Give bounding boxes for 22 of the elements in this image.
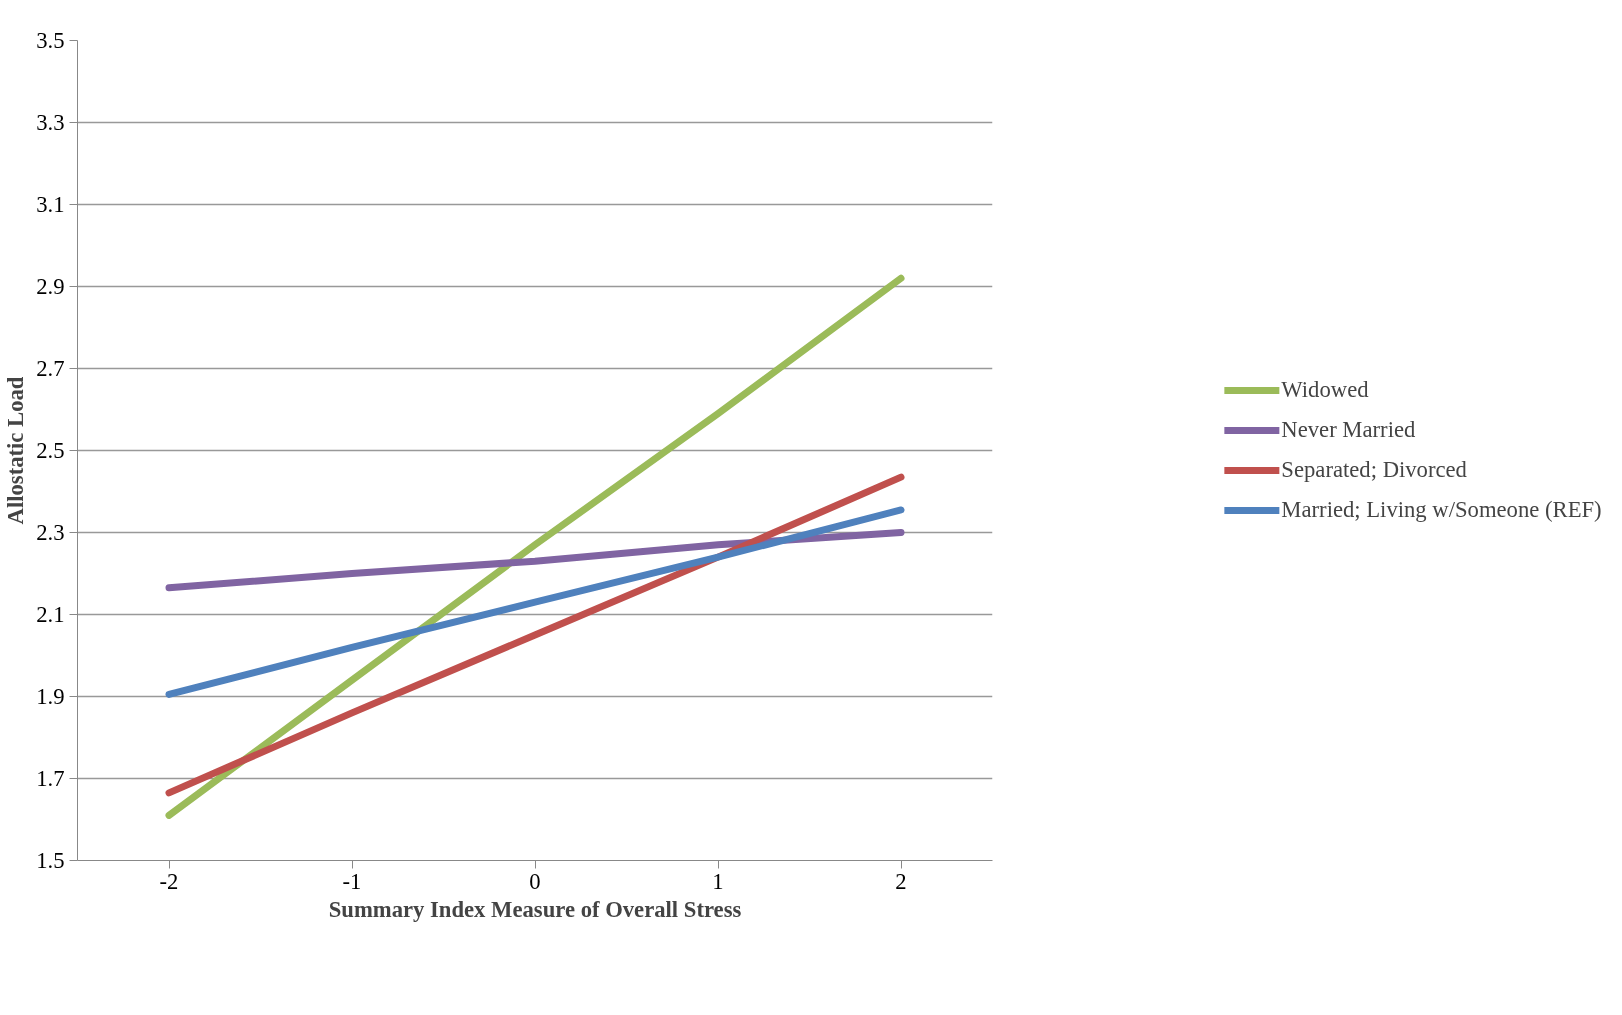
y-tick-label: 2.9 [36,274,65,299]
x-axis-title: Summary Index Measure of Overall Stress [328,896,742,922]
y-tick-label: 2.1 [36,602,65,627]
y-tick-label: 1.7 [36,766,65,791]
y-tick-label: 1.5 [36,848,65,873]
y-axis-title: Allostatic Load [3,376,29,525]
y-tick-label: 2.5 [36,438,65,463]
legend-label: Never Married [1281,417,1416,443]
x-tick-label: -1 [342,868,362,894]
y-tick-label: 3.1 [36,192,65,217]
y-tick-label: 3.5 [36,28,65,53]
y-tick-label: 3.3 [36,110,65,135]
y-tick-label: 2.3 [36,520,65,545]
legend-label: Separated; Divorced [1281,457,1467,483]
x-tick-label: 2 [895,868,907,894]
x-tick-label: 1 [712,868,724,894]
x-tick-label: 0 [529,868,541,894]
legend-label: Married; Living w/Someone (REF) [1281,497,1602,523]
y-tick-label: 1.9 [36,684,65,709]
y-tick-label: 2.7 [36,356,65,381]
legend-label: Widowed [1281,377,1369,403]
x-tick-label: -2 [159,868,179,894]
